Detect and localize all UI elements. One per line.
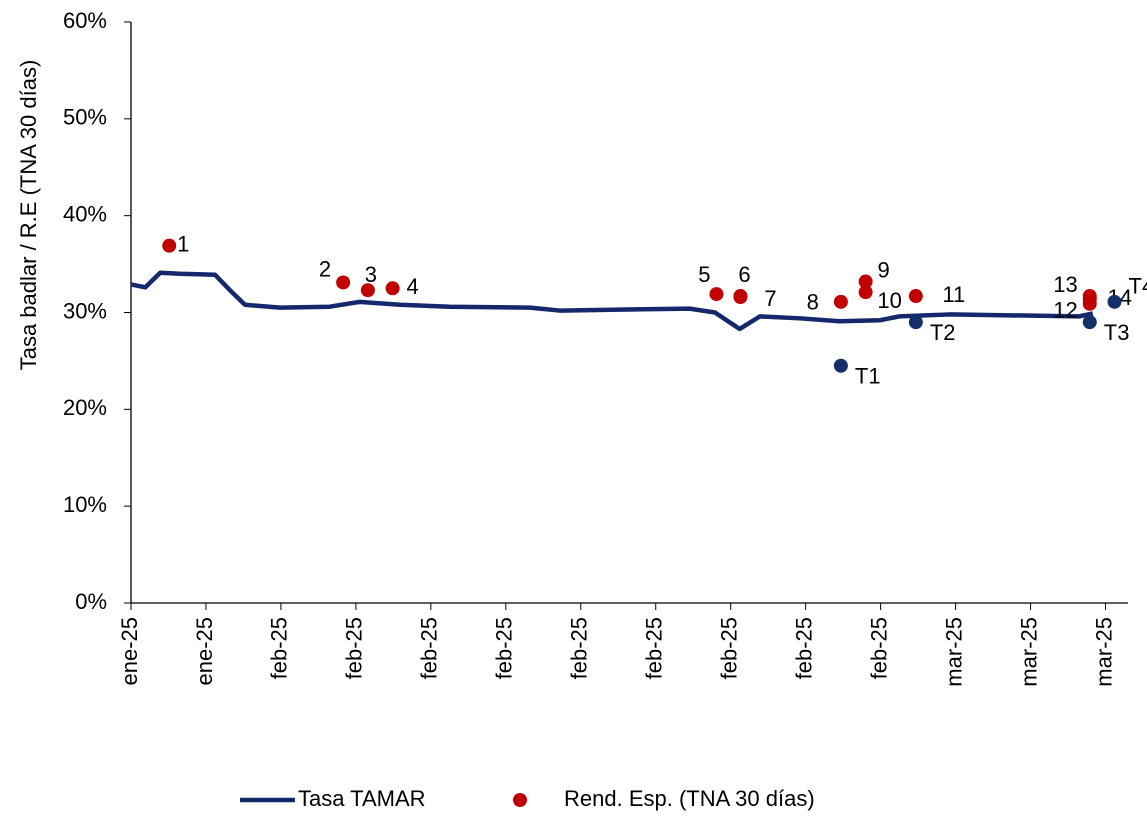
legend-label: Rend. Esp. (TNA 30 días): [564, 786, 815, 811]
point: [833, 294, 848, 309]
data-label: 3: [365, 262, 377, 287]
point: [733, 290, 748, 305]
point: [1082, 291, 1097, 306]
point: [1107, 294, 1122, 309]
data-label: 9: [878, 257, 890, 282]
y-tick-label: 60%: [63, 8, 107, 33]
x-tick-label: mar-25: [941, 617, 966, 687]
x-tick-label: feb-25: [567, 617, 592, 679]
point: [858, 274, 873, 289]
x-tick-label: feb-25: [717, 617, 742, 679]
line-series: [130, 270, 1094, 332]
x-tick-label: feb-25: [791, 617, 816, 679]
x-tick-label: mar-25: [1091, 617, 1116, 687]
data-label: T3: [1104, 320, 1130, 345]
data-label: T4: [1129, 274, 1147, 299]
point: [360, 283, 375, 298]
y-tick-label: 20%: [63, 395, 107, 420]
point: [709, 287, 724, 302]
data-label: 7: [764, 286, 776, 311]
data-label: 2: [319, 256, 331, 281]
x-tick-label: feb-25: [642, 617, 667, 679]
data-label: 1: [177, 231, 189, 256]
x-tick-label: feb-25: [267, 617, 292, 679]
point: [1082, 315, 1097, 330]
y-axis-label: Tasa badlar / R.E (TNA 30 días): [16, 60, 41, 371]
point: [908, 315, 923, 330]
data-label: 8: [807, 290, 819, 315]
point: [336, 275, 351, 290]
x-tick-label: feb-25: [492, 617, 517, 679]
point: [833, 358, 848, 373]
y-tick-label: 10%: [63, 492, 107, 517]
data-label: 5: [698, 262, 710, 287]
data-label: 10: [877, 288, 901, 313]
x-tick-label: ene-25: [117, 617, 142, 686]
y-tick-label: 0%: [75, 589, 107, 614]
y-tick-label: 40%: [63, 201, 107, 226]
data-label: 11: [942, 282, 965, 307]
point: [162, 238, 177, 253]
data-label: 6: [738, 262, 750, 287]
x-tick-label: feb-25: [342, 617, 367, 679]
x-tick-label: feb-25: [417, 617, 442, 679]
legend-swatch: [513, 793, 527, 807]
data-label: T2: [930, 320, 956, 345]
point: [858, 285, 873, 300]
x-tick-label: mar-25: [1016, 617, 1041, 687]
y-tick-label: 50%: [63, 105, 107, 130]
point: [385, 281, 400, 296]
x-tick-label: ene-25: [192, 617, 217, 686]
data-label: 4: [406, 274, 418, 299]
x-tick-label: feb-25: [866, 617, 891, 679]
data-label: 13: [1053, 272, 1077, 297]
data-label: T1: [855, 364, 881, 389]
point: [908, 289, 923, 304]
y-tick-label: 30%: [63, 298, 107, 323]
legend-label: Tasa TAMAR: [298, 786, 426, 811]
data-label: 12: [1053, 298, 1077, 323]
